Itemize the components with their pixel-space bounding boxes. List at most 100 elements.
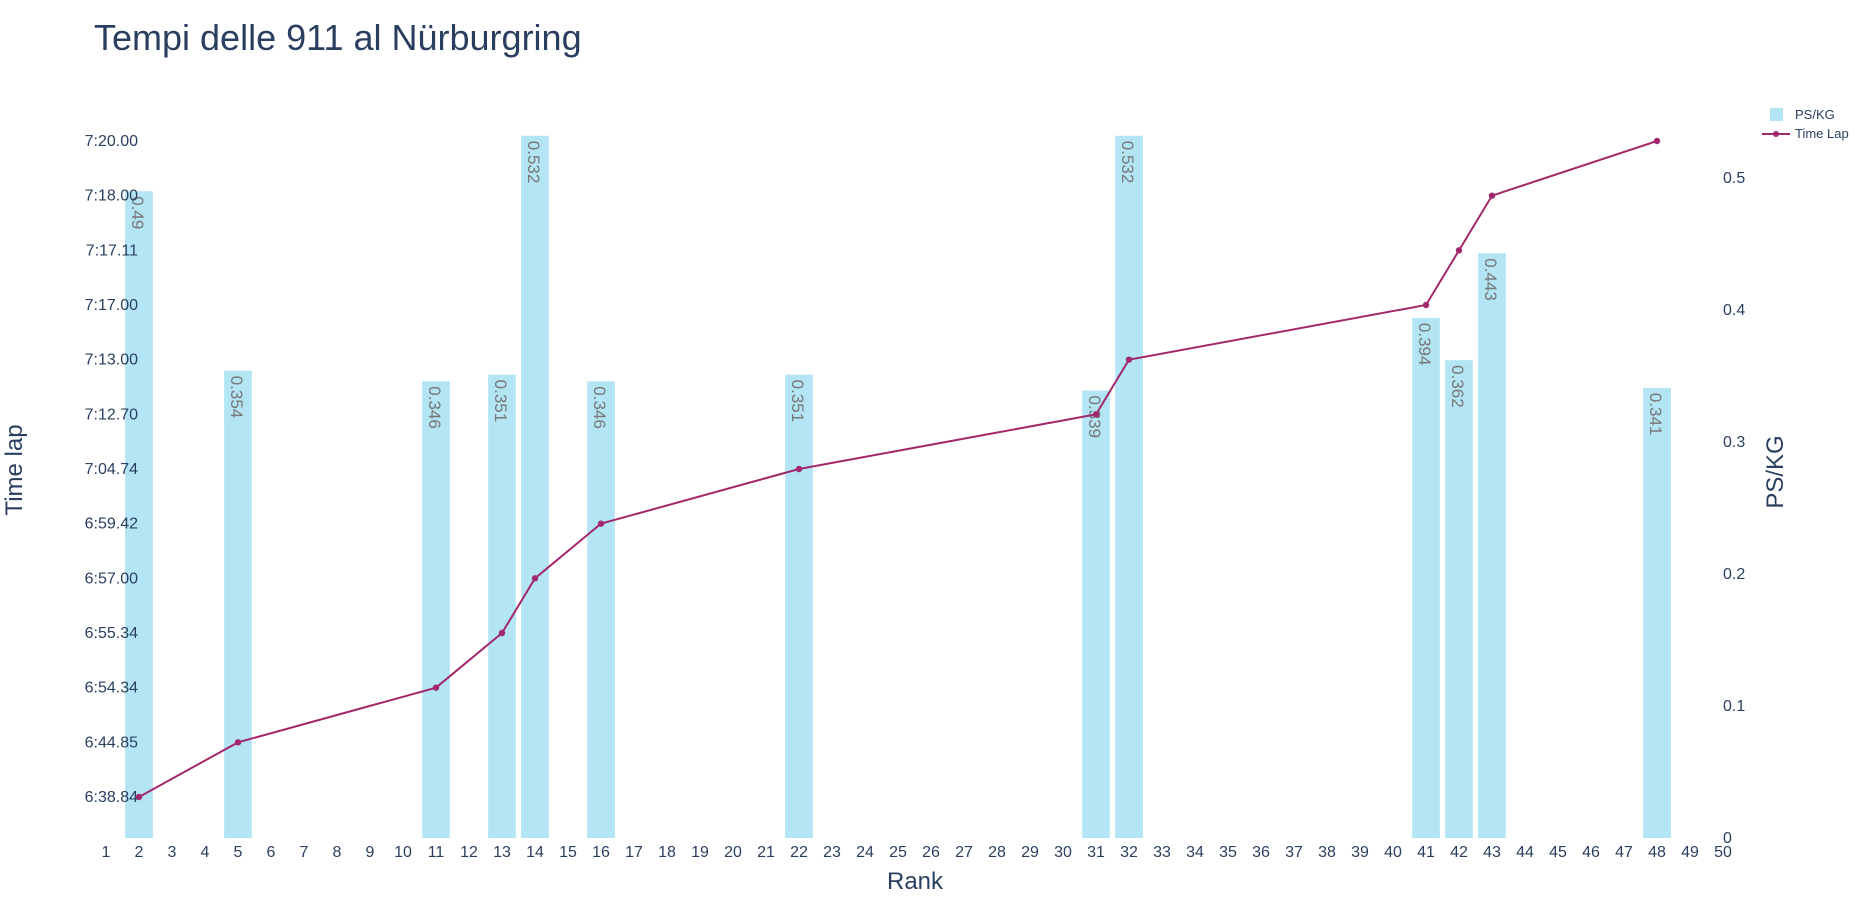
x-tick-label: 48 <box>1648 844 1666 861</box>
time-lap-point <box>234 739 242 746</box>
y2-tick-label: 0.3 <box>1723 434 1745 451</box>
x-tick-label: 28 <box>988 844 1006 861</box>
y-tick-label: 6:44.85 <box>85 734 138 751</box>
x-tick-label: 4 <box>201 844 210 861</box>
x-tick-label: 2 <box>135 844 144 861</box>
time-lap-point <box>1455 247 1463 254</box>
x-tick-label: 25 <box>889 844 907 861</box>
x-tick-label: 24 <box>856 844 874 861</box>
bar-labels-layer: 0.490.3540.3460.3510.5320.3460.3510.3390… <box>128 141 1665 438</box>
x-tick-label: 29 <box>1021 844 1039 861</box>
x-tick-label: 41 <box>1417 844 1435 861</box>
y-ticks: 6:38.84 6:44.85 6:54.34 6:55.34 6:57.00 6:59.… <box>85 133 138 806</box>
y2-tick-label: 0.5 <box>1723 170 1745 187</box>
x-tick-label: 34 <box>1186 844 1204 861</box>
time-lap-point <box>1653 137 1661 145</box>
time-lap-point <box>531 575 539 582</box>
x-tick-label: 47 <box>1615 844 1633 861</box>
x-tick-label: 13 <box>493 844 511 861</box>
time-lap-point <box>597 520 605 527</box>
bar-value-label: 0.351 <box>788 380 807 423</box>
bar <box>1478 253 1506 839</box>
x-tick-label: 16 <box>592 844 610 861</box>
bar-value-label: 0.351 <box>491 380 510 423</box>
x-tick-label: 35 <box>1219 844 1237 861</box>
x-tick-label: 14 <box>526 844 544 861</box>
y2-axis-title: PS/KG <box>1762 435 1789 508</box>
x-tick-label: 26 <box>922 844 940 861</box>
bar-value-label: 0.346 <box>425 386 444 429</box>
x-tick-label: 45 <box>1549 844 1567 861</box>
x-tick-label: 50 <box>1714 844 1732 861</box>
y-tick-label: 7:12.70 <box>85 406 138 423</box>
y-tick-label: 7:20.00 <box>85 133 138 150</box>
legend-label: Time Lap <box>1795 126 1849 141</box>
time-lap-point <box>1422 301 1430 309</box>
bar <box>1412 317 1440 838</box>
x-tick-label: 12 <box>460 844 478 861</box>
bar-value-label: 0.346 <box>590 386 609 429</box>
bar <box>488 374 516 838</box>
x-tick-label: 22 <box>790 844 808 861</box>
bar-value-label: 0.394 <box>1415 323 1434 366</box>
x-tick-label: 10 <box>394 844 412 861</box>
bar <box>1115 135 1143 838</box>
bar-value-label: 0.49 <box>128 196 147 229</box>
y2-tick-label: 0.1 <box>1723 698 1745 715</box>
bar-value-label: 0.532 <box>1118 141 1137 184</box>
bar <box>1643 387 1671 838</box>
x-tick-label: 43 <box>1483 844 1501 861</box>
x-tick-label: 15 <box>559 844 577 861</box>
x-tick-label: 23 <box>823 844 841 861</box>
chart-title: Tempi delle 911 al Nürburgring <box>94 17 582 58</box>
bar <box>521 135 549 838</box>
line-layer <box>135 137 1661 801</box>
legend-label: PS/KG <box>1795 107 1835 122</box>
legend-swatch-bar <box>1770 108 1783 121</box>
y-tick-label: 7:13.00 <box>85 352 138 369</box>
x-tick-label: 40 <box>1384 844 1402 861</box>
x-axis-title: Rank <box>887 868 944 895</box>
x-tick-label: 31 <box>1087 844 1105 861</box>
y-tick-label: 7:18.00 <box>85 188 138 205</box>
x-tick-label: 19 <box>691 844 709 861</box>
x-tick-label: 36 <box>1252 844 1270 861</box>
bar-value-label: 0.362 <box>1448 365 1467 408</box>
y2-ticks: 0 0.1 0.2 0.3 0.4 0.5 <box>1723 170 1745 847</box>
time-lap-point <box>135 793 143 801</box>
x-tick-label: 46 <box>1582 844 1600 861</box>
bar <box>587 381 615 838</box>
x-tick-label: 39 <box>1351 844 1369 861</box>
bar-value-label: 0.354 <box>227 376 246 419</box>
bar <box>1445 360 1473 838</box>
x-tick-label: 1 <box>102 844 111 861</box>
time-lap-point <box>1125 356 1133 363</box>
x-tick-label: 5 <box>234 844 243 861</box>
time-lap-point <box>432 684 440 691</box>
x-tick-label: 20 <box>724 844 742 861</box>
legend: PS/KG Time Lap <box>1762 107 1849 141</box>
x-tick-label: 9 <box>366 844 375 861</box>
x-tick-label: 38 <box>1318 844 1336 861</box>
x-tick-label: 42 <box>1450 844 1468 861</box>
bar <box>1082 390 1110 838</box>
x-tick-label: 44 <box>1516 844 1534 861</box>
time-lap-point <box>1488 192 1496 199</box>
y-tick-label: 6:38.84 <box>85 789 138 806</box>
y2-tick-label: 0.2 <box>1723 566 1745 583</box>
x-tick-label: 33 <box>1153 844 1171 861</box>
y-tick-label: 6:59.42 <box>85 516 138 533</box>
bar <box>422 381 450 838</box>
y-tick-label: 7:17.11 <box>86 242 138 259</box>
bar <box>125 191 153 838</box>
x-tick-label: 27 <box>955 844 973 861</box>
y-tick-label: 7:04.74 <box>85 461 138 478</box>
time-lap-point <box>795 465 803 473</box>
y-tick-label: 6:57.00 <box>85 570 138 587</box>
x-tick-label: 3 <box>168 844 177 861</box>
x-tick-label: 7 <box>300 844 309 861</box>
bar <box>785 374 813 838</box>
x-tick-label: 32 <box>1120 844 1138 861</box>
legend-swatch-point <box>1773 131 1779 137</box>
